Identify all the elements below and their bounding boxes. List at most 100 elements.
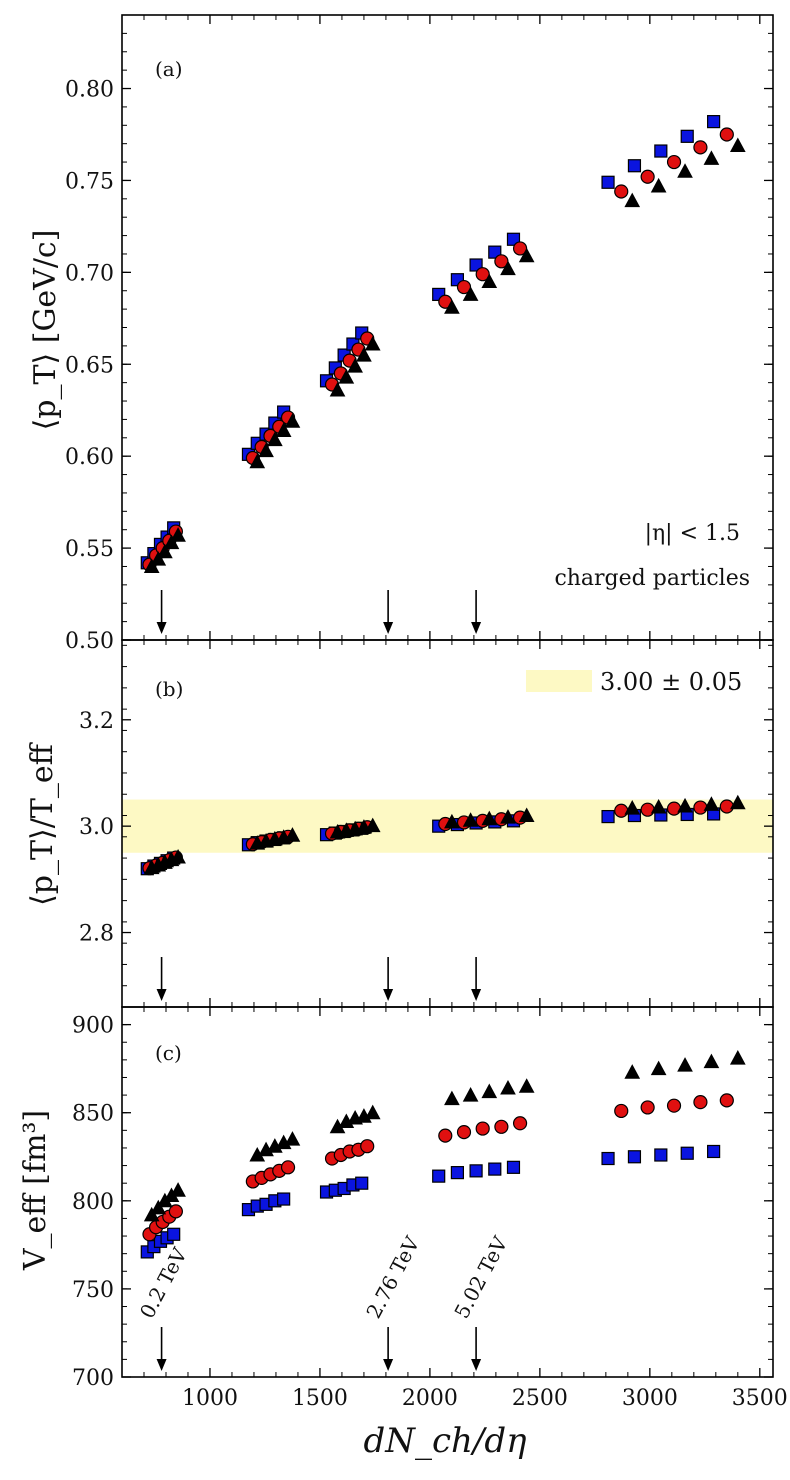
point-square [450,1166,464,1180]
point-triangle [444,1090,460,1106]
y-tick-label: 3.0 [79,815,114,840]
point-triangle [150,551,167,566]
y-tick-label: 0.50 [65,629,114,654]
point-triangle [650,798,667,814]
energy-arrow-head [471,622,482,634]
point-triangle [518,247,535,263]
x-tick-label: 1000 [182,1386,238,1411]
point-triangle [650,177,667,193]
x-tick-label: 2500 [512,1386,568,1411]
point-square [601,1151,615,1166]
energy-arrow-head [156,989,167,1001]
point-circle [666,154,682,170]
point-triangle [347,358,363,373]
point-circle [168,1204,183,1219]
point-triangle [729,137,746,153]
point-circle [666,1098,682,1113]
y-tick-label: 750 [72,1278,114,1303]
point-square [654,1148,668,1162]
point-triangle [500,1079,516,1095]
point-square [469,1164,483,1178]
energy-arrow-head [383,989,394,1001]
point-triangle [481,273,498,289]
point-square [488,245,502,259]
energy-label: 5.02 TeV [449,1232,512,1322]
y-tick-label: 0.65 [65,353,114,378]
point-triangle [677,163,693,178]
point-triangle [284,1131,301,1146]
y-tick-label: 0.60 [65,445,114,470]
panel-label-b: (b) [155,677,183,701]
point-triangle [500,809,516,824]
y-axis-title-b: ⟨p_T⟩/T_eff [25,741,60,905]
point-circle [693,1095,708,1110]
point-triangle [624,800,641,815]
point-circle [360,1139,375,1154]
point-circle [456,1124,472,1140]
point-triangle [284,827,301,842]
point-circle [614,184,629,199]
point-triangle [364,335,381,351]
point-triangle [703,796,720,811]
point-triangle [729,794,746,810]
point-circle [640,802,655,817]
point-square [601,809,615,824]
energy-arrow-head [383,622,394,634]
point-circle [614,1103,629,1119]
point-circle [640,1100,655,1115]
y-tick-label: 0.55 [65,537,114,562]
point-circle [512,1116,528,1131]
panel-frame [121,1006,774,1378]
point-circle [666,801,682,816]
energy-arrow-head [156,1359,167,1371]
point-circle [693,140,708,155]
point-triangle [143,558,160,573]
point-triangle [650,1060,667,1076]
charged-particles-annotation: charged particles [554,566,750,591]
point-circle [280,1160,296,1175]
point-square [488,1162,502,1176]
point-triangle [364,1104,381,1120]
x-tick-label: 1500 [292,1386,348,1411]
y-tick-label: 900 [72,1014,114,1039]
point-square [680,129,694,143]
y-axis-title-c: V_eff [fm³] [18,1110,53,1271]
point-square [707,1144,721,1159]
point-triangle [163,534,180,550]
panel-a: (a) |η| < 1.5 charged particles ⟨p_T⟩ [G… [28,57,773,853]
y-tick-label: 3.2 [79,709,114,734]
point-triangle [624,192,641,208]
point-triangle [703,150,720,165]
point-circle [614,803,629,818]
point-square [707,115,721,129]
energy-arrow-head [471,989,482,1001]
y-tick-label: 850 [72,1102,114,1127]
point-square [506,1160,521,1174]
y-tick-label: 0.80 [65,78,114,103]
x-tick-label: 2000 [402,1386,458,1411]
point-triangle [444,299,460,314]
energy-label: 2.76 TeV [361,1232,424,1322]
point-triangle [170,848,186,864]
point-circle [438,1128,453,1143]
energy-arrow-head [471,1359,482,1371]
panel-label-a: (a) [155,57,183,81]
point-square [654,144,668,158]
y-tick-label: 2.8 [79,922,114,947]
point-triangle [518,1078,535,1093]
point-triangle [729,1050,746,1065]
legend-band-swatch [526,670,592,692]
point-triangle [275,422,292,437]
panel-label-c: (c) [155,1041,182,1065]
x-axis-title: dN_ch/dη [363,1421,527,1461]
point-triangle [258,442,274,458]
point-square [167,1227,181,1241]
point-square [601,175,615,189]
y-tick-label: 800 [72,1190,114,1215]
y-tick-label: 0.70 [65,261,114,286]
point-triangle [150,1199,167,1215]
point-triangle [481,810,498,826]
point-triangle [329,381,346,397]
point-square [355,1176,369,1190]
